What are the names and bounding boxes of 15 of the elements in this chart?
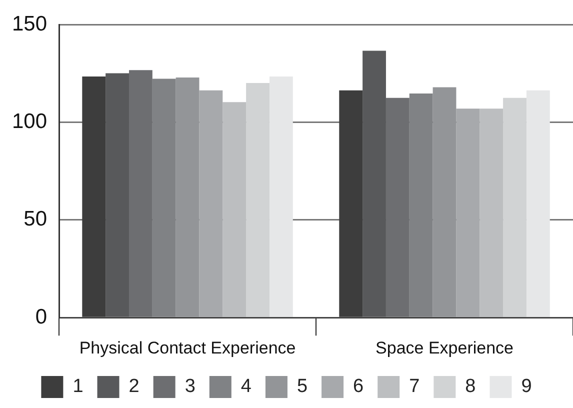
y-tick-label: 50 — [24, 208, 48, 231]
legend-label: 8 — [465, 376, 476, 398]
x-tick-label: Physical Contact Experience — [79, 338, 296, 358]
legend-label: 2 — [128, 376, 140, 398]
legend-label: 4 — [240, 376, 252, 398]
y-tick-label: 150 — [12, 12, 48, 36]
legend-label: 3 — [184, 376, 196, 398]
legend-label: 7 — [409, 376, 420, 398]
x-tick-label: Space Experience — [376, 338, 514, 358]
y-tick-label: 100 — [12, 110, 48, 134]
legend-label: 1 — [72, 376, 84, 398]
legend-label: 9 — [521, 376, 532, 398]
y-tick-label: 0 — [35, 305, 48, 328]
legend-label: 6 — [353, 376, 364, 398]
legend-label: 5 — [296, 376, 308, 398]
